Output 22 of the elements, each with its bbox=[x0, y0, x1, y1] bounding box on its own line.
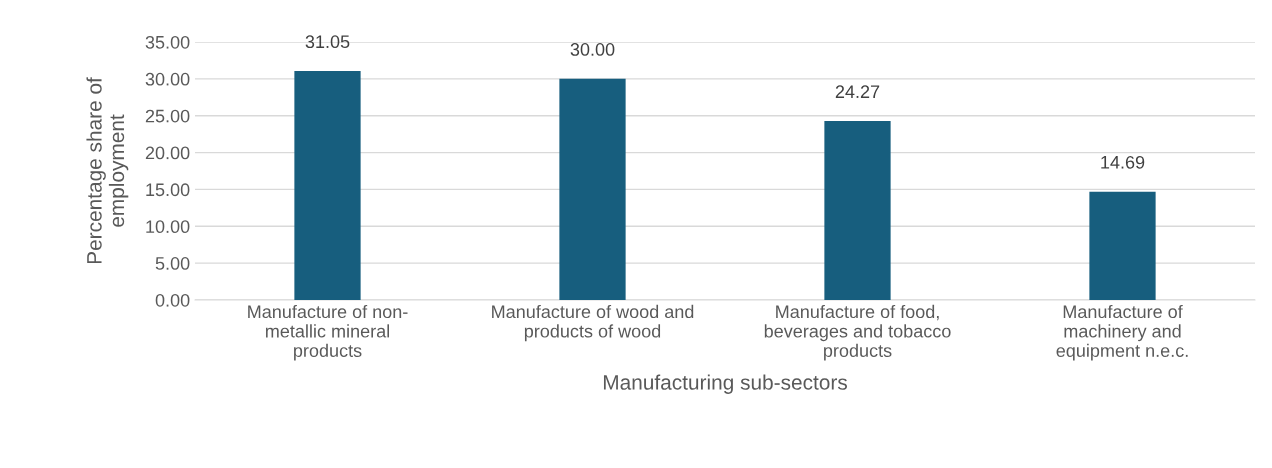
data-label: 14.69 bbox=[1101, 155, 1145, 169]
data-label: 24.27 bbox=[835, 85, 880, 98]
bar bbox=[824, 121, 891, 300]
data-label: 31.05 bbox=[305, 35, 350, 49]
y-tick-label: 10.00 bbox=[146, 220, 190, 234]
y-tick-label: 35.00 bbox=[145, 35, 190, 49]
y-axis-title: Percentage share of employment bbox=[86, 77, 129, 264]
y-tick-label: 25.00 bbox=[145, 109, 190, 123]
data-label: 30.00 bbox=[570, 43, 615, 56]
bar bbox=[294, 71, 361, 300]
x-tick-label: Manufacture of wood and products of wood bbox=[492, 304, 694, 342]
y-tick-label: 0.00 bbox=[155, 293, 190, 307]
x-tick-label: Manufacture of machinery and equipment n.e.c. bbox=[1056, 304, 1188, 361]
bar bbox=[559, 78, 626, 300]
x-tick-label: Manufacture of food, beverages and tobacco products bbox=[764, 304, 951, 361]
bar bbox=[1089, 191, 1156, 300]
y-tick-label: 5.00 bbox=[155, 257, 190, 270]
y-tick-label: 15.00 bbox=[146, 183, 190, 197]
x-axis-title: Manufacturing sub-sectors bbox=[603, 374, 847, 394]
x-tick-label: Manufacture of non- metallic mineral products bbox=[248, 304, 408, 361]
y-tick-label: 20.00 bbox=[145, 146, 190, 160]
y-tick-label: 30.00 bbox=[145, 72, 190, 86]
